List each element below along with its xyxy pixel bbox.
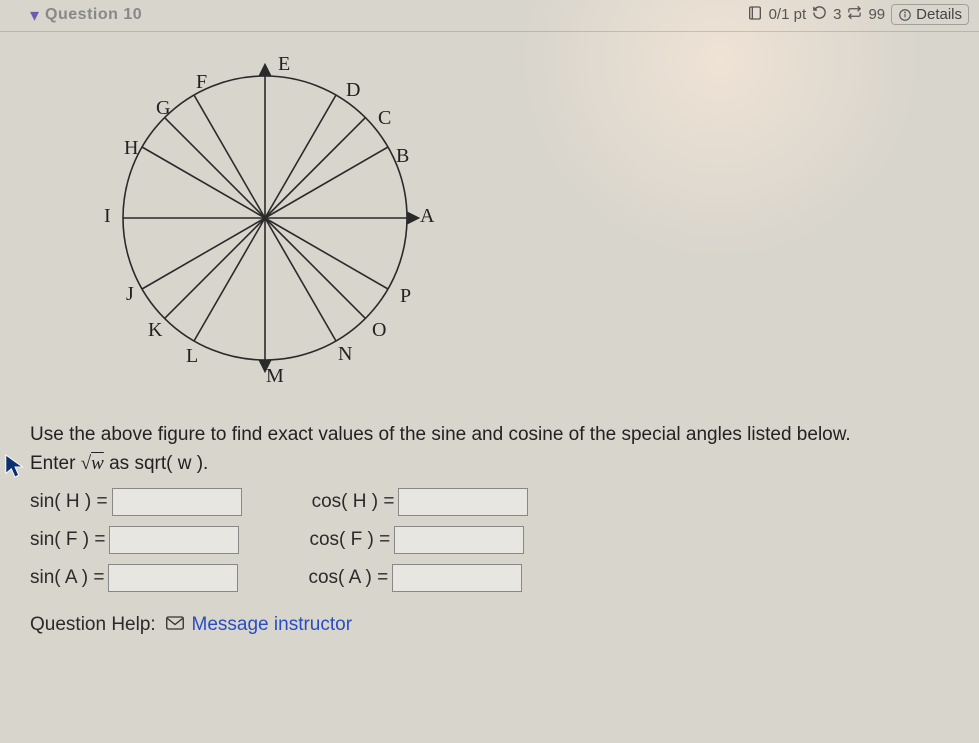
sqrt-glyph-icon: √w (81, 453, 104, 474)
notebook-icon (747, 5, 763, 25)
svg-text:B: B (396, 145, 409, 167)
cos-f-label: cos( F ) = (309, 529, 390, 551)
retry-icon (812, 5, 827, 24)
svg-text:H: H (124, 137, 138, 159)
question-prompt: Use the above figure to find exact value… (30, 421, 949, 478)
attempts-remaining: 99 (868, 6, 885, 23)
question-help-label: Question Help: (30, 614, 156, 635)
svg-text:D: D (346, 79, 360, 101)
attempts-icon (847, 5, 862, 24)
sin-f-input[interactable] (109, 526, 239, 554)
cos-a-label: cos( A ) = (308, 567, 388, 589)
sin-h-input[interactable] (112, 488, 242, 516)
details-label: Details (916, 6, 962, 23)
message-instructor-link[interactable]: Message instructor (192, 614, 353, 635)
cos-h-input[interactable] (398, 488, 528, 516)
svg-text:F: F (196, 71, 207, 93)
question-header: ▾ Question 10 0/1 pt 3 99 Details (0, 0, 979, 32)
score-area: 0/1 pt 3 99 Details (747, 4, 969, 25)
sin-a-label: sin( A ) = (30, 567, 104, 589)
svg-text:N: N (338, 343, 352, 365)
svg-text:C: C (378, 107, 391, 129)
cos-a-input[interactable] (392, 564, 522, 592)
svg-text:G: G (156, 97, 170, 119)
unit-circle-figure: A BCD E F GH I JK L M NOP (90, 52, 949, 397)
question-help: Question Help: Message instructor (30, 614, 949, 636)
svg-text:O: O (372, 319, 386, 341)
cos-h-label: cos( H ) = (312, 491, 395, 513)
svg-text:E: E (278, 53, 290, 75)
svg-text:P: P (400, 285, 411, 307)
svg-text:A: A (420, 205, 435, 227)
cos-f-input[interactable] (394, 526, 524, 554)
answer-inputs: sin( H ) = cos( H ) = sin( F ) = cos( F … (30, 488, 949, 592)
svg-text:M: M (266, 365, 284, 387)
svg-text:I: I (104, 205, 111, 227)
prompt-line-2: Enter √w as sqrt( w ). (30, 450, 949, 479)
score-text: 0/1 pt (769, 6, 807, 23)
details-button[interactable]: Details (891, 4, 969, 25)
sin-a-input[interactable] (108, 564, 238, 592)
sin-f-label: sin( F ) = (30, 529, 105, 551)
active-question-bullet-icon: ▾ (30, 6, 39, 24)
svg-text:K: K (148, 319, 163, 341)
svg-text:L: L (186, 345, 198, 367)
prompt-line-1: Use the above figure to find exact value… (30, 421, 949, 450)
question-label: Question 10 (45, 6, 142, 24)
svg-text:J: J (126, 283, 134, 305)
retry-count: 3 (833, 6, 841, 23)
sin-h-label: sin( H ) = (30, 491, 108, 513)
info-icon (898, 8, 912, 22)
envelope-icon (166, 614, 184, 636)
